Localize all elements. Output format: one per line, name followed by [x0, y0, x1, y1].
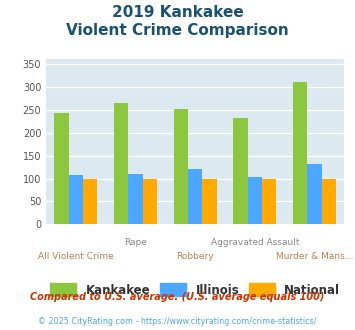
Bar	[83, 179, 97, 224]
Text: Rape: Rape	[124, 238, 147, 247]
Text: Compared to U.S. average. (U.S. average equals 100): Compared to U.S. average. (U.S. average …	[30, 292, 325, 302]
Bar	[129, 174, 143, 224]
Bar	[307, 164, 322, 224]
Bar	[114, 103, 129, 224]
Bar	[55, 113, 69, 224]
Text: Aggravated Assault: Aggravated Assault	[211, 238, 299, 247]
Bar	[262, 179, 276, 224]
Bar	[234, 118, 248, 224]
Text: Murder & Mans...: Murder & Mans...	[276, 252, 353, 261]
Text: Violent Crime Comparison: Violent Crime Comparison	[66, 23, 289, 38]
Text: © 2025 CityRating.com - https://www.cityrating.com/crime-statistics/: © 2025 CityRating.com - https://www.city…	[38, 317, 317, 326]
Bar	[143, 179, 157, 224]
Bar	[69, 175, 83, 224]
Bar	[188, 169, 202, 224]
Bar	[248, 177, 262, 224]
Bar	[202, 179, 217, 224]
Bar	[293, 82, 307, 224]
Text: All Violent Crime: All Violent Crime	[38, 252, 114, 261]
Text: Robbery: Robbery	[176, 252, 214, 261]
Text: 2019 Kankakee: 2019 Kankakee	[111, 5, 244, 20]
Bar	[174, 109, 188, 224]
Bar	[322, 179, 336, 224]
Legend: Kankakee, Illinois, National: Kankakee, Illinois, National	[47, 280, 344, 300]
